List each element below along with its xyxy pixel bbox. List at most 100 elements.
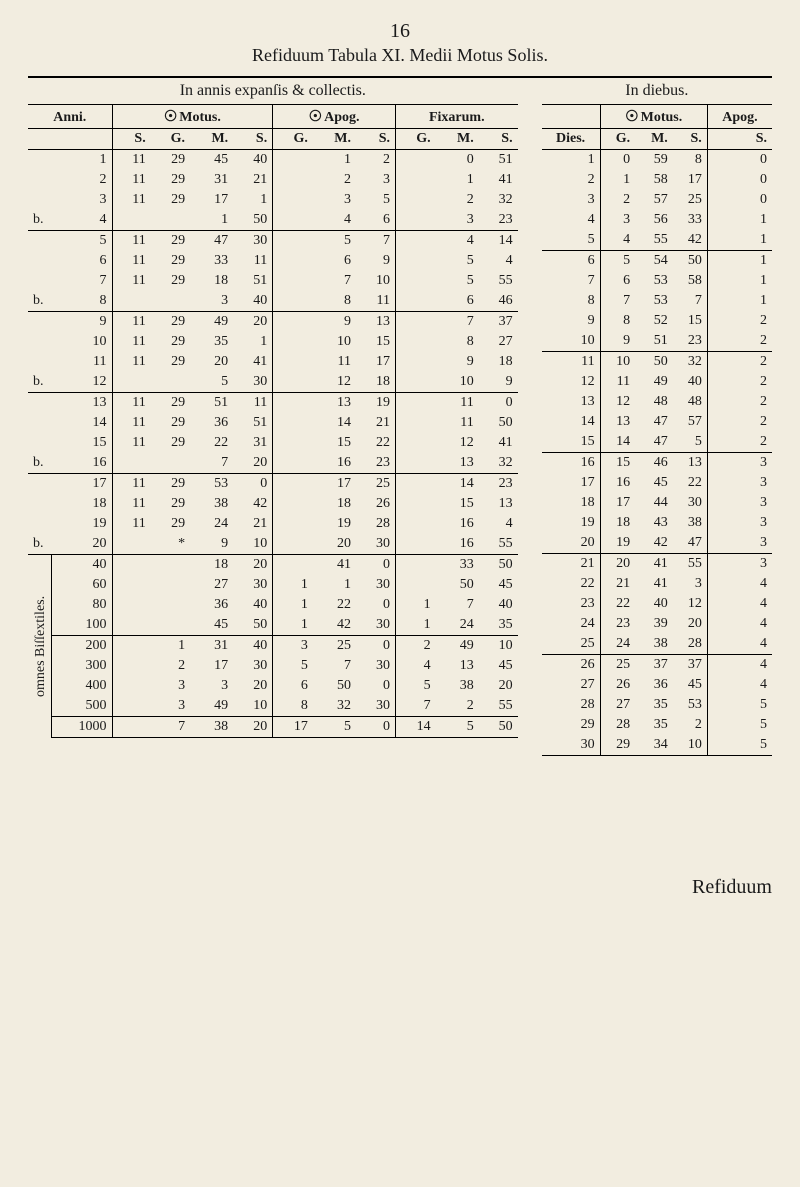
cell: 11 xyxy=(112,271,151,291)
subhead: G. xyxy=(273,129,313,150)
cell: 20 xyxy=(233,312,273,333)
cell: 30 xyxy=(233,575,273,595)
cell: 8 xyxy=(542,291,601,311)
cell xyxy=(396,494,436,514)
cell: 41 xyxy=(313,555,356,576)
table-row: 302934105 xyxy=(542,735,772,756)
cell: 19 xyxy=(313,514,356,534)
table-row: 161546133 xyxy=(542,453,772,474)
cell: 18 xyxy=(190,555,233,576)
cell: 36 xyxy=(190,413,233,433)
cell xyxy=(396,555,436,576)
cell: 55 xyxy=(673,554,708,575)
cell: 29 xyxy=(151,393,190,414)
cell: 9 xyxy=(356,251,396,271)
cell: 11 xyxy=(313,352,356,372)
cell: 6 xyxy=(542,251,601,272)
cell: 11 xyxy=(233,251,273,271)
table-row: omnes Biſſextiles.4018204103350 xyxy=(28,555,518,576)
cell: 4 xyxy=(479,514,518,534)
cell: 40 xyxy=(233,595,273,615)
table-row: 111050322 xyxy=(542,352,772,373)
col-dies: Dies. xyxy=(542,129,601,150)
cell: 11 xyxy=(112,190,151,210)
cell: 11 xyxy=(233,393,273,414)
cell: 13 xyxy=(600,412,635,432)
anni-cell: 400 xyxy=(51,676,112,696)
cell: 10 xyxy=(233,696,273,717)
cell: 3 xyxy=(356,170,396,190)
cell: 10 xyxy=(233,534,273,555)
cell: 29 xyxy=(151,433,190,453)
cell xyxy=(396,291,436,312)
cell: 45 xyxy=(673,675,708,695)
cell: 42 xyxy=(635,533,673,554)
cell: 11 xyxy=(112,170,151,190)
cell: 55 xyxy=(479,271,518,291)
cell xyxy=(273,494,313,514)
cell: 17 xyxy=(313,474,356,495)
row-label xyxy=(28,352,51,372)
cell: 10 xyxy=(436,372,479,393)
cell: 5 xyxy=(313,717,356,738)
table-row: 212041553 xyxy=(542,554,772,575)
cell: 30 xyxy=(542,735,601,756)
cell: 38 xyxy=(190,494,233,514)
cell: 1 xyxy=(707,291,772,311)
footer-word: Refiduum xyxy=(28,876,772,899)
cell: 11 xyxy=(542,352,601,373)
table-row: 20013140325024910 xyxy=(28,636,518,657)
row-label xyxy=(28,494,51,514)
table-row: 30021730573041345 xyxy=(28,656,518,676)
cell: 14 xyxy=(313,413,356,433)
cell: 3 xyxy=(190,291,233,312)
cell xyxy=(151,555,190,576)
cell: 0 xyxy=(707,150,772,171)
cell: 18 xyxy=(479,352,518,372)
cell: 17 xyxy=(356,352,396,372)
cell: 29 xyxy=(151,271,190,291)
cell: 11 xyxy=(112,352,151,372)
cell: 5 xyxy=(313,231,356,252)
row-label xyxy=(28,231,51,252)
cell: 1 xyxy=(190,210,233,231)
row-label: b. xyxy=(28,534,51,555)
anni-cell: 18 xyxy=(51,494,112,514)
anni-cell: 500 xyxy=(51,696,112,717)
cell: 42 xyxy=(233,494,273,514)
cell: 4 xyxy=(707,574,772,594)
cell: 0 xyxy=(600,150,635,171)
cell: 41 xyxy=(635,574,673,594)
anni-cell: 7 xyxy=(51,271,112,291)
cell xyxy=(112,210,151,231)
cell xyxy=(273,251,313,271)
cell: 17 xyxy=(190,190,233,210)
cell: 32 xyxy=(479,190,518,210)
row-label xyxy=(28,474,51,495)
anni-cell: 100 xyxy=(51,615,112,636)
cell: 10 xyxy=(673,735,708,756)
cell: 51 xyxy=(233,271,273,291)
cell xyxy=(273,190,313,210)
cell: 12 xyxy=(673,594,708,614)
cell: 33 xyxy=(190,251,233,271)
cell: 47 xyxy=(635,412,673,432)
anni-cell: 40 xyxy=(51,555,112,576)
cell: 30 xyxy=(233,231,273,252)
cell: 15 xyxy=(313,433,356,453)
table-row: 50034910832307255 xyxy=(28,696,518,717)
cell: 17 xyxy=(673,170,708,190)
table-row: 141129365114211150 xyxy=(28,413,518,433)
cell xyxy=(396,332,436,352)
table-row: 232240124 xyxy=(542,594,772,614)
cell: 49 xyxy=(190,312,233,333)
cell: 3 xyxy=(707,554,772,575)
row-label xyxy=(28,251,51,271)
cell xyxy=(273,271,313,291)
table-row: 181744303 xyxy=(542,493,772,513)
anni-cell: 20 xyxy=(51,534,112,555)
cell: 29 xyxy=(151,150,190,171)
cell: 16 xyxy=(600,473,635,493)
cell: 6 xyxy=(273,676,313,696)
cell: 18 xyxy=(356,372,396,393)
